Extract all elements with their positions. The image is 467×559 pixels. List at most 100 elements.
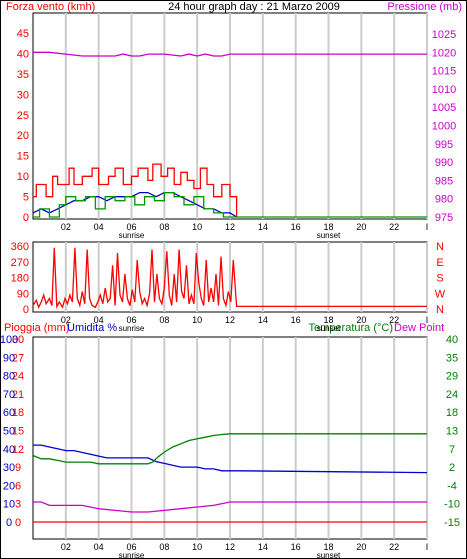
x-tick-label: 06 — [126, 542, 136, 552]
pressure-axis-tick: 1005 — [432, 102, 456, 114]
sunrise-label: sunrise — [119, 231, 145, 240]
compass-axis-tick: N — [436, 241, 444, 253]
pressure-axis-tick: 985 — [435, 175, 453, 187]
pressure-axis-tick: 990 — [435, 157, 453, 169]
rain-axis-tick: 18 — [12, 407, 24, 419]
x-tick-label: 12 — [225, 222, 235, 232]
series-temperature — [32, 433, 427, 465]
humidity-axis-tick: 0 — [6, 517, 12, 529]
chart-title: 24 hour graph day : 21 Marzo 2009 — [168, 1, 340, 13]
compass-axis-tick: W — [435, 288, 446, 300]
compass-axis-tick: S — [436, 273, 443, 285]
wind-axis-tick: 45 — [17, 28, 29, 40]
x-tick-label: 04 — [94, 315, 104, 325]
wind-axis-tick: 30 — [17, 89, 29, 101]
humidity-axis-tick: 90 — [3, 352, 15, 364]
rain-axis-tick: 21 — [12, 389, 24, 401]
x-tick-label: 22 — [389, 542, 399, 552]
temperature-axis-tick: 29 — [446, 371, 458, 383]
humidity-axis-tick: 40 — [3, 444, 15, 456]
rain-axis-tick: 27 — [12, 352, 24, 364]
pressure-axis-tick: 1020 — [432, 47, 456, 59]
rain-axis-tick: 6 — [15, 480, 21, 492]
rain-axis-tick: 9 — [15, 462, 21, 474]
humidity-axis-tick: 100 — [0, 334, 18, 346]
temperature-axis-tick: 2 — [449, 462, 455, 474]
x-tick-label: 08 — [159, 542, 169, 552]
direction-axis-tick: 270 — [11, 257, 29, 269]
rain-axis-tick: 3 — [15, 499, 21, 511]
sunset-label: sunset — [317, 551, 341, 559]
x-tick-label: 06 — [126, 315, 136, 325]
pressure-axis-tick: 1010 — [432, 84, 456, 96]
pressure-axis-tick: 980 — [435, 194, 453, 206]
series-dewpoint — [33, 501, 427, 513]
rain-axis-tick: 12 — [12, 444, 24, 456]
temperature-axis-tick: 24 — [446, 389, 458, 401]
temperature-title: Temperatura (°C) — [309, 322, 393, 334]
rain-axis-tick: 15 — [12, 426, 24, 438]
rain-axis-tick: 30 — [12, 334, 24, 346]
compass-axis-tick: N — [436, 304, 444, 316]
wind-axis-tick: 10 — [17, 171, 29, 183]
x-tick-label: 16 — [291, 222, 301, 232]
x-tick-label: 16 — [291, 315, 301, 325]
x-tick-label: 12 — [225, 315, 235, 325]
temperature-axis-tick: 40 — [446, 334, 458, 346]
x-tick-label: 10 — [192, 315, 202, 325]
wind-axis-tick: 25 — [17, 110, 29, 122]
pressure-axis-tick: 1025 — [432, 29, 456, 41]
dewpoint-title: Dew Point — [394, 322, 444, 334]
x-tick-label: 16 — [291, 542, 301, 552]
wind-axis-tick: 15 — [17, 151, 29, 163]
sunrise-label: sunrise — [119, 551, 145, 559]
rain-title: Pioggia (mm) — [4, 322, 69, 334]
x-tick-label: 10 — [192, 542, 202, 552]
x-tick-label: 20 — [356, 222, 366, 232]
rain-axis-tick: 0 — [15, 517, 21, 529]
temperature-axis-tick: 18 — [446, 407, 458, 419]
series-wind_gust — [33, 191, 427, 218]
pressure-axis-tick: 975 — [435, 212, 453, 224]
x-tick-label: 22 — [389, 222, 399, 232]
x-tick-label: 20 — [356, 315, 366, 325]
temperature-axis-tick: -15 — [444, 517, 460, 529]
rain-axis-tick: 24 — [12, 371, 24, 383]
pressure-axis-tick: 1000 — [432, 121, 456, 133]
series-direction — [32, 247, 427, 310]
pressure-axis-tick: 995 — [435, 139, 453, 151]
x-tick-label: 14 — [258, 315, 268, 325]
humidity-axis-tick: 30 — [3, 462, 15, 474]
pressure-title: Pressione (mb) — [387, 1, 462, 13]
direction-axis-tick: 360 — [11, 241, 29, 253]
series-pressure — [33, 51, 427, 57]
x-tick-label: 02 — [61, 222, 71, 232]
wind-axis-tick: 40 — [17, 48, 29, 60]
x-tick-label: 14 — [258, 222, 268, 232]
temperature-axis-tick: 7 — [449, 444, 455, 456]
direction-axis-tick: 90 — [17, 288, 29, 300]
x-tick-label: 02 — [61, 315, 71, 325]
x-tick-label: 12 — [225, 542, 235, 552]
temperature-axis-tick: -4 — [447, 480, 457, 492]
x-tick-label: 20 — [356, 542, 366, 552]
x-tick-label: 18 — [323, 222, 333, 232]
x-tick-label: I — [426, 315, 429, 325]
direction-axis-tick: 180 — [11, 273, 29, 285]
humidity-axis-tick: 10 — [3, 499, 15, 511]
sunset-label: sunset — [317, 231, 341, 240]
humidity-title: Umidita % — [67, 322, 117, 334]
pressure-axis-tick: 1015 — [432, 66, 456, 78]
x-tick-label: 08 — [159, 315, 169, 325]
sunrise-label: sunrise — [119, 324, 145, 333]
x-tick-label: I — [426, 222, 429, 232]
x-tick-label: 04 — [94, 222, 104, 232]
wind-axis-tick: 20 — [17, 130, 29, 142]
wind-axis-tick: 35 — [17, 69, 29, 81]
compass-axis-tick: E — [436, 257, 443, 269]
humidity-axis-tick: 60 — [3, 407, 15, 419]
